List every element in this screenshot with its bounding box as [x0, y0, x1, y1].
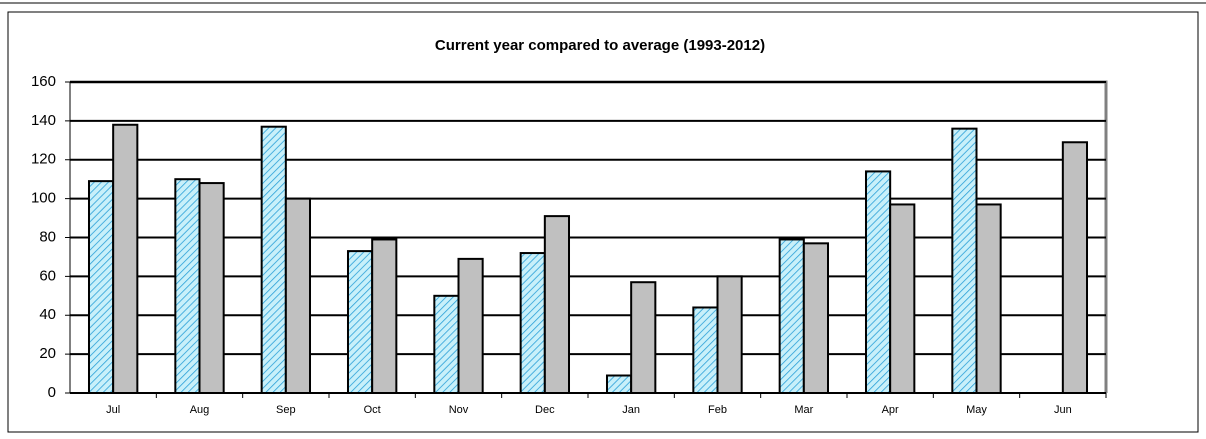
y-tick-label: 100 [31, 190, 56, 207]
bar [87, 180, 115, 394]
chart-title: Current year compared to average (1993-2… [435, 37, 765, 54]
y-tick-label: 0 [48, 384, 56, 401]
bar [260, 125, 287, 395]
x-tick-label: Sep [276, 404, 296, 416]
bar [284, 197, 312, 394]
x-tick-label: Jan [622, 404, 640, 416]
bar [457, 257, 484, 394]
x-tick-label: Aug [190, 404, 210, 416]
x-tick-label: Jun [1054, 404, 1072, 416]
y-tick-label: 20 [39, 345, 56, 362]
x-tick-label: Dec [535, 404, 555, 416]
bar [975, 203, 1002, 394]
bar [802, 242, 830, 394]
y-tick-label: 160 [31, 73, 56, 90]
x-tick-label: Apr [882, 404, 899, 416]
bar [864, 170, 892, 394]
x-tick-label: May [966, 404, 987, 416]
bar [630, 281, 657, 394]
x-tick-label: Oct [364, 404, 381, 416]
x-tick-label: Mar [794, 404, 813, 416]
bar [112, 123, 139, 394]
bar [433, 294, 460, 394]
bar [778, 238, 805, 394]
y-tick-label: 60 [39, 267, 56, 284]
bar [605, 374, 633, 395]
bar [174, 178, 201, 394]
y-tick-label: 140 [31, 112, 56, 129]
bar [371, 238, 398, 394]
bar [951, 127, 978, 394]
bar [519, 252, 546, 394]
bar [1061, 141, 1089, 394]
x-tick-label: Feb [708, 404, 727, 416]
bar [716, 275, 743, 394]
x-tick-label: Nov [449, 404, 469, 416]
bar [889, 203, 916, 394]
bar [346, 250, 374, 394]
y-tick-label: 40 [39, 306, 56, 323]
x-tick-label: Jul [106, 404, 120, 416]
y-tick-label: 120 [31, 151, 56, 168]
bar [692, 306, 719, 395]
bar [543, 215, 571, 394]
y-tick-label: 80 [39, 228, 56, 245]
bar [198, 182, 225, 394]
